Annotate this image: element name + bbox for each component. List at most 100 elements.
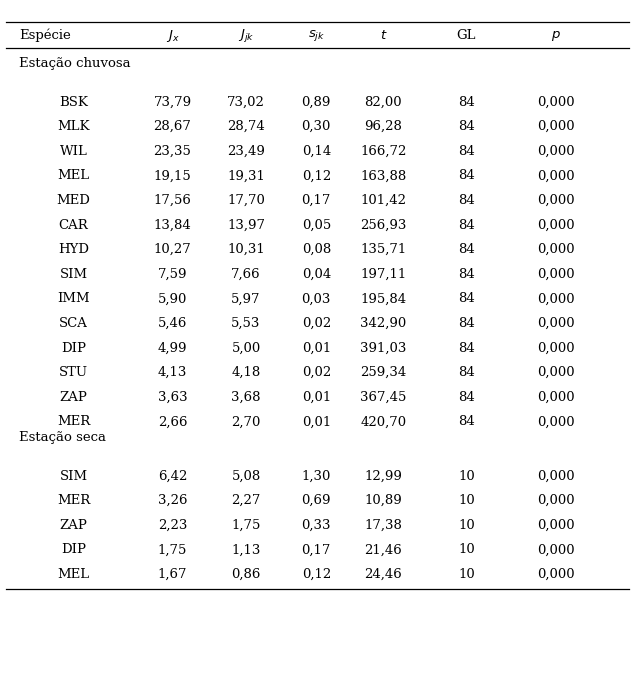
- Text: 342,90: 342,90: [360, 317, 406, 330]
- Text: 7,66: 7,66: [231, 267, 261, 281]
- Text: 0,000: 0,000: [537, 494, 574, 507]
- Text: 0,14: 0,14: [302, 145, 331, 158]
- Text: $p$: $p$: [551, 28, 561, 43]
- Text: SIM: SIM: [59, 470, 88, 482]
- Text: Estação chuvosa: Estação chuvosa: [19, 58, 131, 71]
- Text: 84: 84: [458, 267, 475, 281]
- Text: MLK: MLK: [58, 120, 89, 133]
- Text: 21,46: 21,46: [364, 543, 403, 556]
- Text: 163,88: 163,88: [360, 169, 406, 182]
- Text: 84: 84: [458, 342, 475, 355]
- Text: 17,70: 17,70: [227, 194, 265, 207]
- Text: 256,93: 256,93: [360, 218, 406, 231]
- Text: 0,05: 0,05: [302, 218, 331, 231]
- Text: 1,75: 1,75: [231, 519, 261, 532]
- Text: GL: GL: [457, 29, 476, 42]
- Text: 84: 84: [458, 292, 475, 306]
- Text: STU: STU: [59, 366, 88, 379]
- Text: 3,26: 3,26: [158, 494, 187, 507]
- Text: Estação seca: Estação seca: [19, 432, 106, 444]
- Text: MED: MED: [56, 194, 91, 207]
- Text: 17,38: 17,38: [364, 519, 403, 532]
- Text: 0,000: 0,000: [537, 391, 574, 404]
- Text: 5,08: 5,08: [231, 470, 261, 482]
- Text: 12,99: 12,99: [364, 470, 403, 482]
- Text: 84: 84: [458, 194, 475, 207]
- Text: 0,03: 0,03: [302, 292, 331, 306]
- Text: 84: 84: [458, 145, 475, 158]
- Text: 391,03: 391,03: [360, 342, 406, 355]
- Text: 0,000: 0,000: [537, 366, 574, 379]
- Text: 19,31: 19,31: [227, 169, 265, 182]
- Text: 0,000: 0,000: [537, 96, 574, 109]
- Text: 84: 84: [458, 169, 475, 182]
- Text: 0,000: 0,000: [537, 243, 574, 256]
- Text: 17,56: 17,56: [153, 194, 192, 207]
- Text: HYD: HYD: [58, 243, 89, 256]
- Text: 0,01: 0,01: [302, 415, 331, 428]
- Text: 13,97: 13,97: [227, 218, 265, 231]
- Text: 6,42: 6,42: [158, 470, 187, 482]
- Text: 0,33: 0,33: [302, 519, 331, 532]
- Text: 0,17: 0,17: [302, 194, 331, 207]
- Text: 0,000: 0,000: [537, 342, 574, 355]
- Text: 0,04: 0,04: [302, 267, 331, 281]
- Text: 84: 84: [458, 391, 475, 404]
- Text: 1,75: 1,75: [158, 543, 187, 556]
- Text: 24,46: 24,46: [364, 568, 403, 581]
- Text: 84: 84: [458, 218, 475, 231]
- Text: 84: 84: [458, 96, 475, 109]
- Text: 4,18: 4,18: [231, 366, 261, 379]
- Text: 0,12: 0,12: [302, 169, 331, 182]
- Text: 0,000: 0,000: [537, 470, 574, 482]
- Text: 10,27: 10,27: [153, 243, 192, 256]
- Text: 0,000: 0,000: [537, 194, 574, 207]
- Text: 367,45: 367,45: [360, 391, 406, 404]
- Text: 84: 84: [458, 415, 475, 428]
- Text: 2,70: 2,70: [231, 415, 261, 428]
- Text: 0,000: 0,000: [537, 169, 574, 182]
- Text: 135,71: 135,71: [360, 243, 406, 256]
- Text: 1,67: 1,67: [158, 568, 187, 581]
- Text: $J_x$: $J_x$: [166, 28, 180, 44]
- Text: BSK: BSK: [59, 96, 88, 109]
- Text: 0,000: 0,000: [537, 120, 574, 133]
- Text: 84: 84: [458, 366, 475, 379]
- Text: 5,46: 5,46: [158, 317, 187, 330]
- Text: 0,000: 0,000: [537, 519, 574, 532]
- Text: 10: 10: [458, 543, 475, 556]
- Text: ZAP: ZAP: [59, 391, 88, 404]
- Text: $t$: $t$: [380, 29, 387, 42]
- Text: 1,13: 1,13: [231, 543, 261, 556]
- Text: 0,000: 0,000: [537, 218, 574, 231]
- Text: 10: 10: [458, 470, 475, 482]
- Text: 5,97: 5,97: [231, 292, 261, 306]
- Text: 4,99: 4,99: [158, 342, 187, 355]
- Text: CAR: CAR: [59, 218, 88, 231]
- Text: 0,000: 0,000: [537, 267, 574, 281]
- Text: 0,86: 0,86: [231, 568, 261, 581]
- Text: 84: 84: [458, 317, 475, 330]
- Text: MER: MER: [57, 494, 90, 507]
- Text: 0,000: 0,000: [537, 568, 574, 581]
- Text: SCA: SCA: [59, 317, 88, 330]
- Text: 0,000: 0,000: [537, 317, 574, 330]
- Text: 10: 10: [458, 494, 475, 507]
- Text: 3,68: 3,68: [231, 391, 261, 404]
- Text: 2,23: 2,23: [158, 519, 187, 532]
- Text: IMM: IMM: [57, 292, 90, 306]
- Text: 5,53: 5,53: [231, 317, 261, 330]
- Text: 5,00: 5,00: [231, 342, 261, 355]
- Text: 10: 10: [458, 568, 475, 581]
- Text: 0,000: 0,000: [537, 145, 574, 158]
- Text: 73,02: 73,02: [227, 96, 265, 109]
- Text: 420,70: 420,70: [360, 415, 406, 428]
- Text: 84: 84: [458, 243, 475, 256]
- Text: 166,72: 166,72: [360, 145, 406, 158]
- Text: MEL: MEL: [58, 169, 89, 182]
- Text: 13,84: 13,84: [153, 218, 192, 231]
- Text: 0,69: 0,69: [302, 494, 331, 507]
- Text: MEL: MEL: [58, 568, 89, 581]
- Text: DIP: DIP: [61, 342, 86, 355]
- Text: 0,89: 0,89: [302, 96, 331, 109]
